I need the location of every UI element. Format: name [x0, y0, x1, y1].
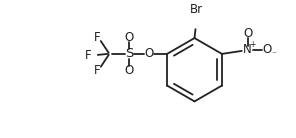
- Text: F: F: [94, 64, 100, 77]
- Text: F: F: [85, 49, 92, 62]
- Text: +: +: [250, 40, 256, 50]
- Text: O: O: [263, 43, 272, 56]
- Text: N: N: [243, 43, 252, 56]
- Text: O: O: [125, 31, 134, 44]
- Text: O: O: [125, 64, 134, 77]
- Text: Br: Br: [190, 3, 203, 16]
- Text: O: O: [145, 47, 154, 60]
- Text: S: S: [125, 47, 134, 60]
- Text: F: F: [94, 31, 100, 44]
- Text: ⁻: ⁻: [271, 50, 276, 59]
- Text: O: O: [243, 27, 252, 40]
